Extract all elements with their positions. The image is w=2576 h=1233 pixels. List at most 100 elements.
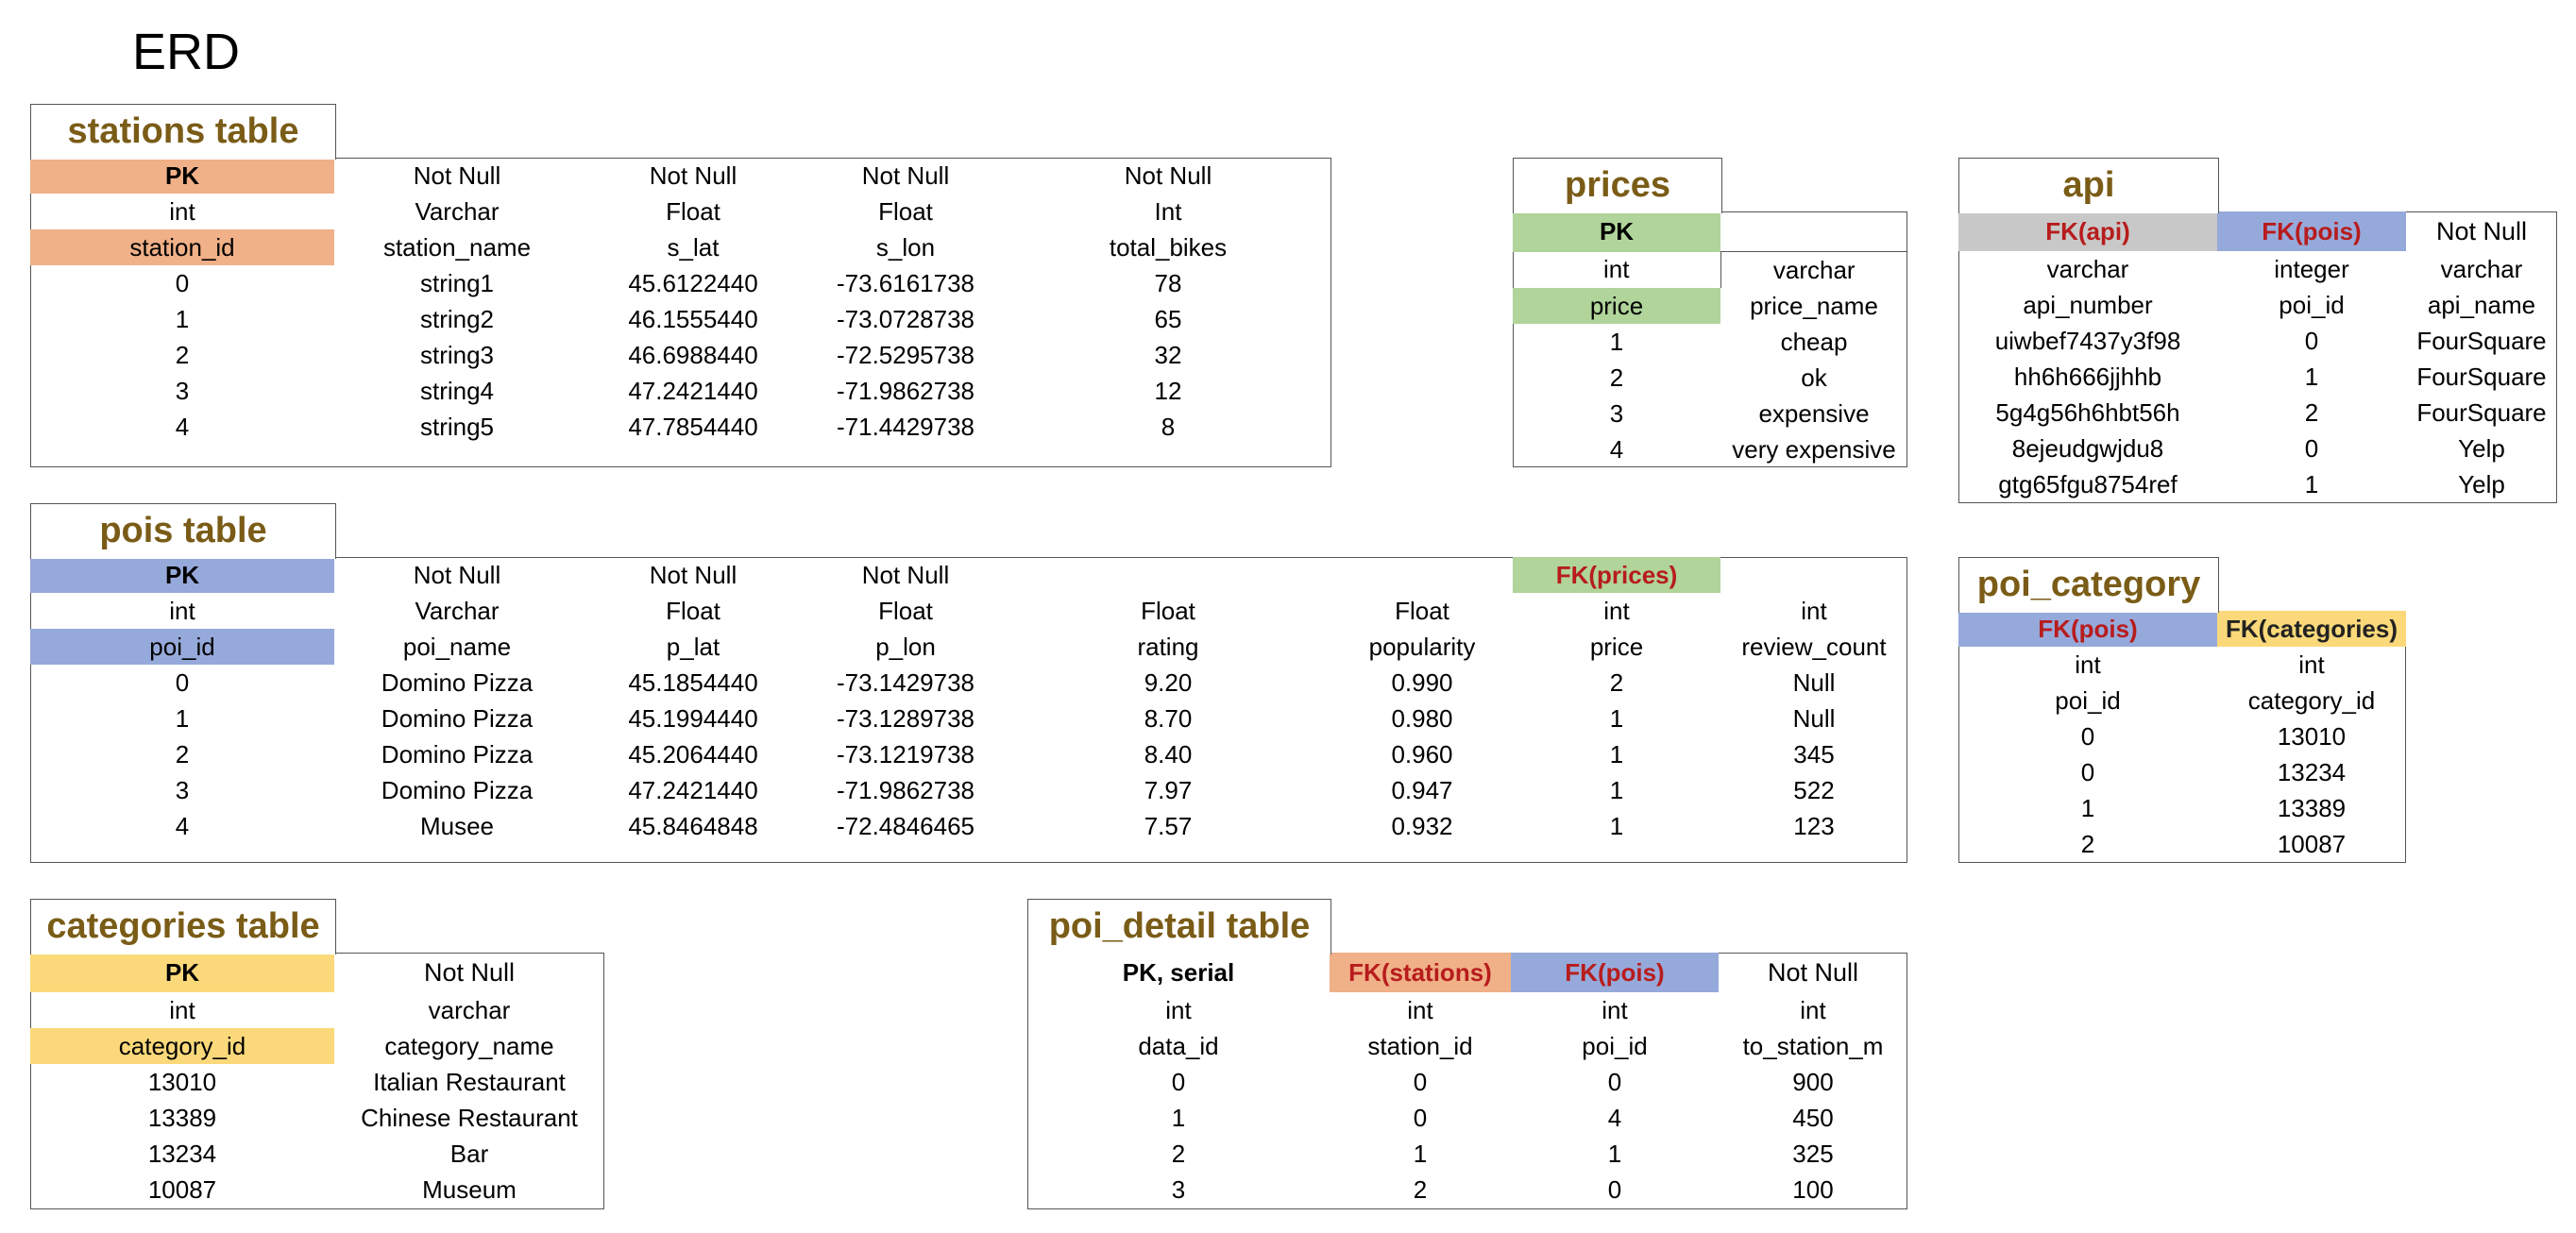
stations-column: s_lat bbox=[667, 232, 720, 262]
api-fk-header: FK(pois) bbox=[2217, 211, 2406, 251]
pois-pk-header: PK bbox=[30, 557, 334, 593]
api-type: integer bbox=[2274, 254, 2349, 283]
prices-type: varchar bbox=[1720, 251, 1907, 288]
stations-column: s_lon bbox=[875, 232, 936, 262]
cell: Italian Restaurant bbox=[373, 1067, 566, 1096]
cell: 1 bbox=[2080, 793, 2095, 822]
cell: cheap bbox=[1780, 327, 1848, 356]
prices-type: int bbox=[1603, 255, 1630, 284]
cell: 2 bbox=[175, 739, 190, 769]
cell: 45.2064440 bbox=[628, 739, 758, 769]
poi-detail-column: station_id bbox=[1367, 1031, 1473, 1060]
cell: string5 bbox=[419, 412, 495, 441]
categories-constraint: Not Null bbox=[423, 957, 516, 987]
poi-detail-type: int bbox=[1602, 995, 1628, 1024]
cell: 0 bbox=[1607, 1067, 1622, 1096]
pois-constraint bbox=[1005, 557, 1331, 593]
poi-detail-fk-header: FK(pois) bbox=[1511, 953, 1719, 992]
prices-column: price_name bbox=[1750, 291, 1878, 320]
poi-detail-pk-header: PK, serial bbox=[1122, 957, 1235, 987]
categories-type: varchar bbox=[428, 995, 511, 1024]
poi-category-type: int bbox=[2298, 650, 2325, 679]
cell: 2 bbox=[2080, 829, 2095, 858]
pois-table-box bbox=[30, 557, 1907, 863]
pois-type: int bbox=[1801, 596, 1827, 625]
cell: 3 bbox=[175, 775, 190, 804]
table-row: 3 2 0 100 bbox=[1027, 1172, 1907, 1208]
cell: 12 bbox=[1154, 376, 1182, 405]
cell: 4 bbox=[175, 811, 190, 840]
api-column: poi_id bbox=[2279, 290, 2345, 319]
cell: -72.4846465 bbox=[836, 811, 975, 840]
poi-category-column: category_id bbox=[2247, 685, 2376, 715]
poi-category-table: FK(pois) FK(categories) int int poi_id c… bbox=[1958, 611, 2406, 862]
cell: string3 bbox=[419, 340, 495, 369]
cell: 45.6122440 bbox=[628, 268, 758, 297]
stations-pk-header: PK bbox=[30, 158, 334, 194]
cell: -73.1219738 bbox=[836, 739, 975, 769]
table-row: hh6h666jjhhb 1 FourSquare bbox=[1958, 359, 2557, 395]
pois-column: price bbox=[1589, 632, 1644, 661]
table-row: 8ejeudgwjdu8 0 Yelp bbox=[1958, 431, 2557, 466]
cell: FourSquare bbox=[2416, 362, 2547, 391]
pois-constraint bbox=[1720, 557, 1907, 593]
cell: 522 bbox=[1793, 775, 1835, 804]
cell: 45.1854440 bbox=[628, 667, 758, 697]
categories-table-title: categories table bbox=[30, 899, 336, 954]
pois-fk-header: FK(prices) bbox=[1513, 557, 1720, 593]
cell: FourSquare bbox=[2416, 326, 2547, 355]
api-fk-header: FK(api) bbox=[1958, 211, 2217, 251]
cell: 0.932 bbox=[1391, 811, 1453, 840]
pois-type: Float bbox=[878, 596, 933, 625]
cell: 0 bbox=[175, 268, 190, 297]
cell: 4 bbox=[1609, 434, 1624, 464]
prices-header-row: PK bbox=[1513, 211, 1907, 252]
stations-table-title: stations table bbox=[30, 104, 336, 160]
categories-header-row: PK Not Null bbox=[30, 953, 604, 992]
pois-column: p_lon bbox=[875, 632, 936, 661]
cell: 10087 bbox=[147, 1174, 217, 1204]
poi-detail-column-row: data_id station_id poi_id to_station_m bbox=[1027, 1028, 1907, 1064]
cell: 0 bbox=[1607, 1174, 1622, 1204]
cell: 7.57 bbox=[1144, 811, 1193, 840]
pois-type: int bbox=[1603, 596, 1630, 625]
pois-table: PK Not Null Not Null Not Null FK(prices)… bbox=[30, 557, 1907, 844]
table-row: 1 Domino Pizza 45.1994440 -73.1289738 8.… bbox=[30, 701, 1907, 736]
cell: 1 bbox=[1609, 739, 1624, 769]
stations-constraint: Not Null bbox=[649, 160, 737, 190]
table-row: 0 0 0 900 bbox=[1027, 1064, 1907, 1100]
poi-category-column: poi_id bbox=[2055, 685, 2121, 715]
table-row: 1 13389 bbox=[1958, 790, 2406, 826]
cell: 47.2421440 bbox=[628, 376, 758, 405]
pois-type-row: int Varchar Float Float Float Float int … bbox=[30, 593, 1907, 629]
categories-type: int bbox=[169, 995, 195, 1024]
cell: 13010 bbox=[2277, 721, 2347, 751]
stations-constraint: Not Null bbox=[1124, 160, 1212, 190]
cell: -73.0728738 bbox=[836, 304, 975, 333]
cell: 47.2421440 bbox=[628, 775, 758, 804]
cell: Null bbox=[1792, 703, 1836, 733]
cell: 900 bbox=[1792, 1067, 1834, 1096]
cell: 450 bbox=[1792, 1103, 1834, 1132]
pois-header-row: PK Not Null Not Null Not Null FK(prices) bbox=[30, 557, 1907, 593]
cell: Yelp bbox=[2458, 433, 2505, 463]
cell: 0 bbox=[2304, 433, 2319, 463]
cell: 1 bbox=[1171, 1103, 1186, 1132]
pois-table-title: pois table bbox=[30, 503, 336, 559]
cell: 325 bbox=[1792, 1139, 1834, 1168]
cell: string4 bbox=[419, 376, 495, 405]
cell: 0.990 bbox=[1391, 667, 1453, 697]
cell: 0 bbox=[1413, 1067, 1428, 1096]
cell: expensive bbox=[1758, 398, 1870, 428]
cell: 1 bbox=[2304, 362, 2319, 391]
cell: 8 bbox=[1161, 412, 1176, 441]
cell: FourSquare bbox=[2416, 397, 2547, 427]
cell: string2 bbox=[419, 304, 495, 333]
pois-type: Float bbox=[666, 596, 720, 625]
poi-category-fk-header: FK(categories) bbox=[2217, 611, 2406, 647]
table-row: 2 ok bbox=[1513, 360, 1907, 396]
pois-constraint: Not Null bbox=[861, 560, 950, 589]
api-table: FK(api) FK(pois) Not Null varchar intege… bbox=[1958, 211, 2557, 502]
cell: Domino Pizza bbox=[381, 739, 534, 769]
api-header-row: FK(api) FK(pois) Not Null bbox=[1958, 211, 2557, 251]
